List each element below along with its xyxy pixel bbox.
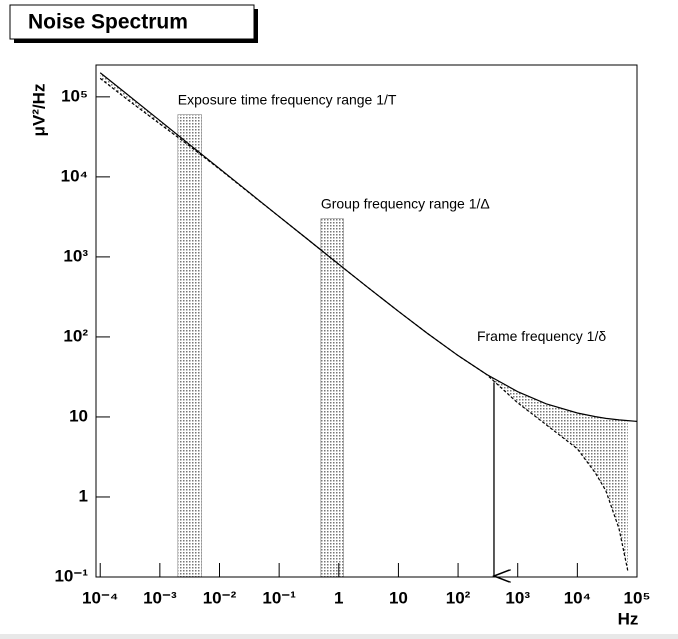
band	[320, 218, 344, 577]
arrow-label: Frame frequency 1/δ	[477, 328, 606, 344]
x-tick-label: 10⁻¹	[262, 588, 296, 607]
x-tick-label: 1	[334, 588, 343, 607]
y-tick-label: 1	[79, 486, 88, 505]
chart-title: Noise Spectrum	[28, 11, 188, 34]
y-tick-label: 10⁴	[61, 166, 88, 185]
band-label: Exposure time frequency range 1/T	[178, 91, 397, 107]
x-tick-label: 10	[389, 588, 408, 607]
y-tick-label: 10⁻¹	[54, 566, 88, 585]
x-axis-label: Hz	[618, 609, 639, 628]
y-tick-label: 10³	[63, 246, 88, 265]
band	[177, 114, 202, 577]
y-tick-label: 10²	[63, 326, 88, 345]
x-tick-label: 10⁴	[564, 588, 591, 607]
plot-frame	[95, 64, 638, 578]
band-label: Group frequency range 1/Δ	[321, 195, 490, 211]
x-tick-label: 10⁻³	[143, 588, 177, 607]
x-tick-label: 10⁻⁴	[82, 588, 118, 607]
plot-area	[99, 72, 637, 577]
y-tick-label: 10⁵	[61, 86, 88, 105]
x-tick-label: 10⁵	[624, 588, 651, 607]
x-tick-label: 10⁻²	[203, 588, 237, 607]
x-tick-label: 10²	[446, 588, 471, 607]
y-tick-label: 10	[69, 406, 88, 425]
x-tick-label: 10³	[505, 588, 530, 607]
title-box	[9, 4, 255, 40]
bottom-strip	[0, 634, 678, 639]
y-axis-label: μV²/Hz	[29, 84, 48, 137]
